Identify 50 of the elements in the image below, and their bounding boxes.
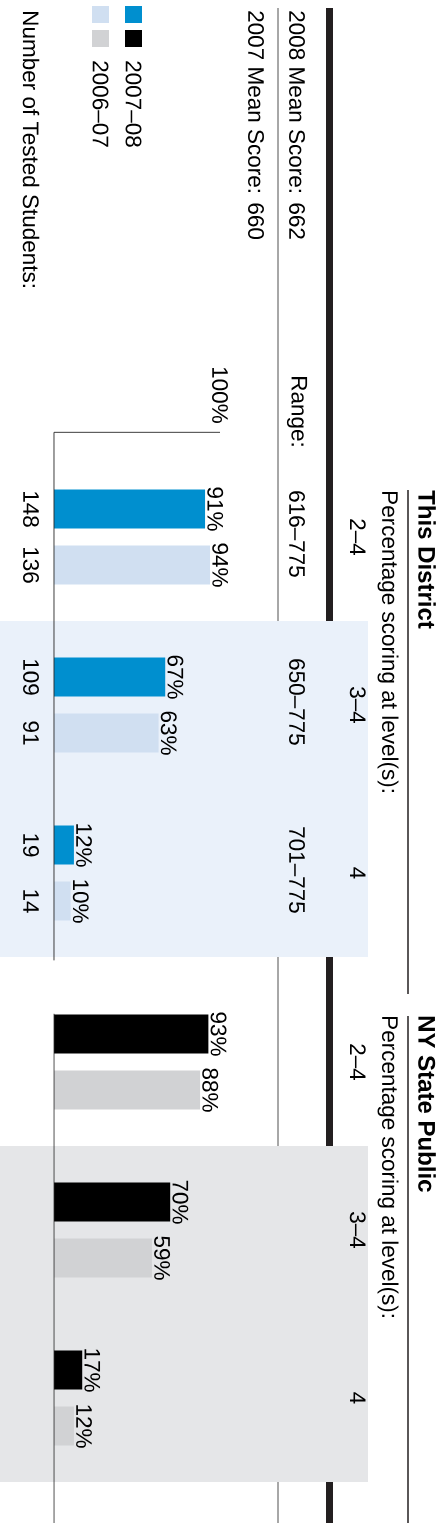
data-label: 10% bbox=[72, 880, 89, 923]
text: 91 bbox=[23, 721, 39, 745]
y-tick-label: 3–4 bbox=[349, 1212, 366, 1249]
text: 109 bbox=[23, 659, 39, 695]
text: This District bbox=[418, 490, 436, 629]
data-label: 17% bbox=[84, 1349, 101, 1392]
text: Range: bbox=[286, 377, 308, 446]
data-label: 63% bbox=[160, 711, 177, 755]
bar bbox=[54, 1350, 83, 1390]
data-label: 93% bbox=[210, 1012, 227, 1056]
data-label: 12% bbox=[76, 1405, 92, 1448]
y-tick-label: 2–4 bbox=[350, 1044, 366, 1081]
text: Percentage scoring at level(s): bbox=[377, 1017, 399, 1317]
text: 136 bbox=[23, 547, 39, 583]
text: Percentage scoring at level(s): bbox=[377, 492, 399, 792]
bar bbox=[54, 1070, 201, 1110]
bar bbox=[54, 1014, 209, 1054]
data-label: 59% bbox=[154, 1236, 171, 1280]
text: Number of Tested Students: bbox=[22, 12, 40, 288]
y-tick-label: 4 bbox=[350, 867, 366, 879]
text: 616–775 bbox=[289, 491, 305, 577]
bar bbox=[54, 657, 166, 697]
bar bbox=[54, 1238, 152, 1278]
bar bbox=[54, 545, 211, 585]
y-tick-label: 2–4 bbox=[350, 519, 366, 556]
bar bbox=[54, 713, 159, 753]
text: 2006–07 bbox=[92, 61, 109, 147]
bar bbox=[54, 881, 71, 921]
text: 100% bbox=[212, 367, 228, 423]
bar bbox=[54, 489, 206, 529]
bar bbox=[54, 1182, 171, 1222]
text: 14 bbox=[23, 890, 39, 913]
data-label: 91% bbox=[207, 487, 224, 531]
text: 2007 Mean Score: 660 bbox=[248, 11, 264, 240]
data-label: 94% bbox=[212, 543, 229, 587]
text: 148 bbox=[23, 491, 39, 527]
data-label: 70% bbox=[172, 1180, 189, 1224]
text: 2007–08 bbox=[125, 61, 142, 147]
text: 650–775 bbox=[289, 659, 305, 745]
bar bbox=[54, 825, 74, 865]
y-tick-label: 4 bbox=[350, 1392, 366, 1404]
data-label: 67% bbox=[167, 655, 184, 699]
text: NY State Public bbox=[418, 1016, 436, 1192]
y-tick-label: 3–4 bbox=[349, 687, 366, 724]
text: 2008 Mean Score: 662 bbox=[289, 11, 305, 239]
text: 701–775 bbox=[289, 827, 305, 913]
data-label: 88% bbox=[202, 1068, 219, 1112]
bar bbox=[54, 1406, 74, 1446]
data-label: 12% bbox=[76, 824, 92, 867]
text: 19 bbox=[23, 834, 39, 857]
